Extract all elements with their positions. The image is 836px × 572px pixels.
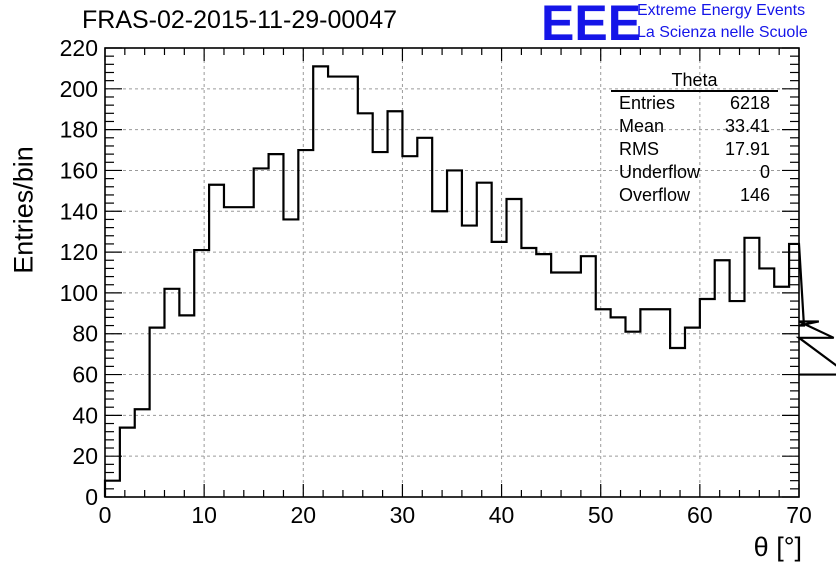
x-tick-label: 30 [390, 502, 416, 528]
y-tick-label: 20 [72, 443, 98, 469]
y-tick-label: 100 [60, 280, 98, 306]
y-tick-label: 180 [60, 117, 98, 143]
stats-row-rms: RMS 17.91 [611, 138, 778, 161]
stats-label: Mean [619, 116, 665, 136]
run-title: FRAS-02-2015-11-29-00047 [82, 6, 398, 34]
y-tick-label: 60 [72, 362, 98, 388]
histogram-series [103, 65, 836, 497]
x-tick-label: 20 [290, 502, 316, 528]
stats-row-underflow: Underflow 0 [611, 161, 778, 184]
stats-row-entries: Entries 6218 [611, 92, 778, 115]
eee-logo: EEE [541, 0, 642, 51]
y-axis-label: Entries/bin [8, 146, 39, 274]
stats-label: Entries [619, 93, 676, 113]
x-tick-label: 70 [786, 502, 812, 528]
stats-value: 0 [759, 162, 770, 182]
stats-label: RMS [619, 139, 659, 159]
y-tick-label: 220 [60, 35, 98, 61]
x-tick-label: 0 [99, 502, 112, 528]
histogram-outline [103, 65, 836, 497]
axis-ticks [104, 47, 800, 498]
tick-labels: 0 10 20 30 40 50 60 70 0 20 40 60 80 100 120 140 160 180 2… [60, 35, 812, 528]
logo-caption-line2: La Scienza nelle Scuole [637, 24, 808, 41]
plot-frame [104, 47, 800, 498]
x-tick-label: 60 [687, 502, 713, 528]
x-tick-label: 40 [489, 502, 515, 528]
y-tick-label: 140 [60, 198, 98, 224]
stats-value: 146 [739, 185, 770, 205]
y-tick-label: 80 [72, 321, 98, 347]
y-tick-label: 120 [60, 239, 98, 265]
stats-value: 6218 [729, 93, 770, 113]
y-tick-label: 40 [72, 402, 98, 428]
stats-value: 17.91 [724, 139, 770, 159]
stats-row-overflow: Overflow 146 [611, 184, 778, 207]
stats-value: 33.41 [724, 116, 770, 136]
stats-label: Underflow [619, 162, 701, 182]
stats-label: Overflow [619, 185, 691, 205]
grid-lines [105, 48, 799, 497]
y-tick-label: 160 [60, 157, 98, 183]
stats-title: Theta [611, 70, 778, 92]
x-tick-label: 50 [588, 502, 614, 528]
x-axis-label: θ [°] [753, 532, 802, 562]
stats-row-mean: Mean 33.41 [611, 115, 778, 138]
x-tick-label: 10 [191, 502, 217, 528]
y-tick-label: 200 [60, 76, 98, 102]
logo-caption-line1: Extreme Energy Events [637, 2, 806, 19]
y-axis-label-box: Entries/bin [4, 110, 44, 310]
stats-box: Theta Entries 6218 Mean 33.41 RMS 17.91 … [611, 70, 778, 207]
y-tick-label: 0 [85, 484, 98, 510]
